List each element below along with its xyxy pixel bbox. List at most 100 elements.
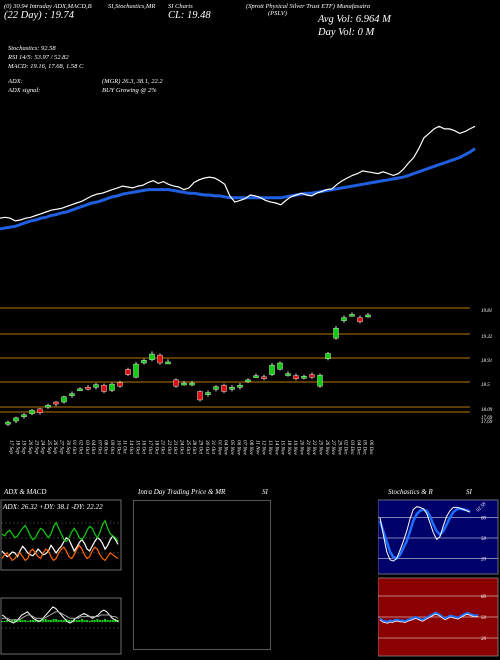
candle-body [165, 361, 171, 365]
date-label: 25 Sep [46, 440, 52, 454]
price-line [0, 125, 476, 222]
date-label: 01 Nov [216, 440, 222, 456]
candle [221, 383, 227, 394]
candle [125, 367, 131, 377]
candle [189, 380, 195, 387]
candle-body [141, 360, 147, 364]
ema-line [0, 147, 476, 231]
macd-hist-bar [111, 620, 114, 622]
candle-body [21, 414, 27, 418]
candle-body [205, 392, 211, 395]
date-label: 17 Sep [8, 440, 14, 454]
macd-hist-bar [101, 620, 104, 622]
macd-hist-bar [60, 620, 63, 622]
candle-body [317, 374, 323, 387]
candle-body [93, 384, 99, 388]
header-line1-mid3: (PSLV) [268, 10, 287, 17]
candle-body [341, 317, 347, 321]
macd-hist-bar [21, 620, 24, 622]
date-label: 21 Oct [160, 440, 166, 455]
macd-hist-bar [96, 619, 99, 622]
candle [277, 361, 283, 371]
price-tick-label: 19.81 [481, 309, 492, 314]
candle [261, 374, 267, 381]
date-label: 19 Nov [292, 440, 298, 456]
date-label: 10 Oct [115, 440, 121, 455]
date-label: 08 Nov [248, 440, 254, 456]
candle-body [333, 327, 339, 339]
candle-body [269, 364, 275, 375]
date-label: 18 Nov [286, 440, 292, 456]
candle [285, 371, 291, 377]
candle-body [157, 354, 163, 364]
candle-body [117, 382, 123, 387]
candle [181, 380, 187, 386]
macd-hist-bar [26, 621, 29, 622]
macd-hist-bar [11, 620, 14, 622]
candle [53, 400, 59, 407]
candle-body [69, 393, 75, 396]
close-label: CL: 19.48 [168, 10, 211, 21]
candle [341, 315, 347, 323]
candle [237, 383, 243, 390]
header-line1-right: (Sprott Physical Silver Trust ETF) Munaf… [246, 3, 371, 10]
date-label: 25 Oct [185, 440, 191, 455]
macd-hist-bar [62, 620, 65, 622]
stoch-d-line [378, 507, 471, 560]
date-label: 11 Oct [122, 440, 128, 454]
date-label: 02 Oct [77, 440, 83, 455]
macd-hist-bar [106, 620, 109, 622]
macd-hist-bar [49, 620, 52, 622]
candle-body [245, 379, 251, 383]
date-label: 24 Oct [179, 440, 186, 455]
intraday-panel [133, 500, 271, 650]
adx-label: ADX: [8, 78, 23, 85]
candle-body [61, 396, 67, 403]
macd-hist-bar [42, 619, 45, 622]
stochastics-text: Stochastics: 92.58 [8, 45, 56, 52]
macd-line [1, 606, 119, 624]
price-tick-label: 17.69 [481, 420, 493, 425]
candle [117, 380, 123, 388]
adx-macd-title: ADX & MACD [4, 488, 47, 496]
stoch-rsi-panel: 80 50 20 92.58 80 50 20 [378, 499, 499, 657]
candle-body [357, 317, 363, 323]
date-label: 12 Nov [261, 440, 267, 456]
candle [245, 378, 251, 384]
macd-hist-bar [19, 619, 22, 622]
candle-body [229, 387, 235, 390]
macd-hist-bar [86, 620, 89, 622]
candle-body [45, 404, 51, 408]
macd-hist-bar [104, 619, 107, 622]
macd-hist-bar [98, 620, 101, 622]
candle-body [221, 384, 227, 392]
date-label: 07 Oct [96, 440, 102, 455]
date-label: 26 Sep [52, 440, 58, 454]
price-tick-label: 18.91 [481, 359, 492, 364]
adx-signal-label: ADX signal: [8, 87, 41, 94]
candle-body [253, 375, 259, 378]
candle [357, 315, 363, 324]
candle [205, 390, 211, 397]
candle-body [365, 314, 371, 318]
candle-body [125, 369, 131, 375]
candle-body [133, 363, 139, 378]
candle [45, 403, 51, 409]
candle-body [277, 362, 283, 370]
stoch-title: Stochastics & R [388, 488, 433, 496]
macd-hist-bar [29, 620, 32, 622]
macd-hist-bar [34, 619, 37, 622]
candle-body [173, 379, 179, 387]
date-label: 30 Sep [65, 440, 71, 454]
candle [93, 383, 99, 390]
date-label: 03 Dec [349, 440, 355, 456]
adx-box [0, 499, 122, 571]
open-label: (22 Day) : 19.74 [4, 10, 74, 21]
macd-hist-bar [93, 620, 96, 622]
candle-body [285, 373, 291, 376]
price-ema-chart [0, 125, 476, 231]
candle-body [149, 353, 155, 361]
candle [149, 351, 155, 362]
candle [5, 420, 11, 427]
